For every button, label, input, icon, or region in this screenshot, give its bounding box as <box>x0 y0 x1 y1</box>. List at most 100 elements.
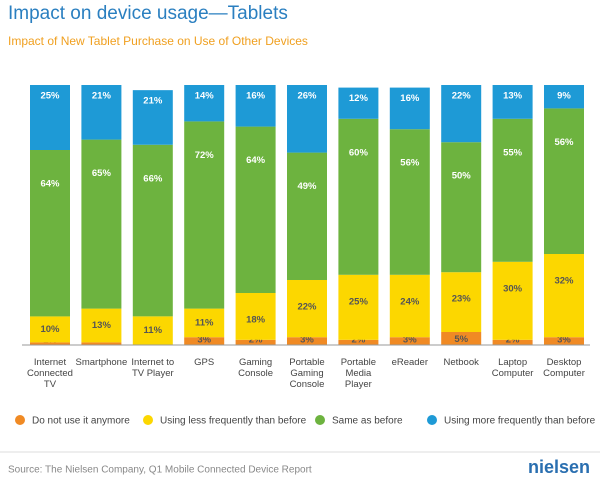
x-tick-label: Internet Connected TV <box>27 357 73 390</box>
value-label: 14% <box>195 91 215 102</box>
value-label: 10% <box>40 324 60 335</box>
bar-segment <box>287 152 327 280</box>
value-label: 16% <box>246 91 266 102</box>
bar-segment <box>132 90 173 145</box>
bar-segment <box>441 142 482 273</box>
bar-segment <box>389 87 430 130</box>
value-label: 66% <box>143 173 163 184</box>
value-label: 3% <box>197 335 211 346</box>
bar-segment <box>81 85 122 140</box>
value-label: 18% <box>246 315 266 326</box>
value-label: 3% <box>300 335 314 346</box>
x-tick-label: eReader <box>391 357 429 368</box>
value-label: 32% <box>554 276 574 287</box>
value-label: 56% <box>400 158 420 169</box>
value-label: 50% <box>452 171 472 182</box>
bar-segment <box>338 118 379 275</box>
legend-swatch <box>427 415 437 425</box>
chart-title: Impact on device usage—Tablets <box>8 3 288 24</box>
bar-segment <box>235 339 276 345</box>
value-label: 64% <box>246 155 266 166</box>
legend-swatch <box>15 415 25 425</box>
value-label: 22% <box>297 302 317 313</box>
bar-segment <box>287 85 327 153</box>
value-label: 3% <box>557 335 571 346</box>
value-label: 25% <box>40 91 60 102</box>
bar-segment <box>81 139 122 309</box>
bar-segment <box>544 337 584 345</box>
value-label: 13% <box>92 320 112 331</box>
value-label: 5% <box>454 334 468 345</box>
bar-segment <box>235 85 276 127</box>
value-label: 13% <box>503 91 523 102</box>
value-label: 72% <box>195 150 215 161</box>
bar-segment <box>544 85 584 109</box>
bar-segment <box>30 342 70 345</box>
value-label: 49% <box>297 181 317 192</box>
x-tick-label: Desktop Computer <box>543 357 585 379</box>
bar-segment <box>492 261 533 340</box>
bar-segment <box>389 337 430 345</box>
bar-segment <box>441 332 482 345</box>
bar-segment <box>389 274 430 338</box>
bar-segment <box>441 85 482 143</box>
value-label: 11% <box>144 325 163 336</box>
chart-subtitle: Impact of New Tablet Purchase on Use of … <box>8 34 308 48</box>
bar-segment <box>132 316 173 345</box>
bar-segment <box>184 121 225 309</box>
bar-segment <box>492 85 533 119</box>
value-label: 25% <box>349 296 369 307</box>
bar-segment <box>544 254 584 338</box>
bar-segment <box>338 87 379 119</box>
bar-segment <box>132 144 173 317</box>
value-label: 16% <box>400 93 420 104</box>
value-label: 64% <box>40 179 60 190</box>
value-label: 60% <box>349 147 369 158</box>
source: Source: The Nielsen Company, Q1 Mobile C… <box>8 465 312 476</box>
value-label: 9% <box>557 91 571 102</box>
value-label: 24% <box>400 296 420 307</box>
legend-label: Using more frequently than before <box>444 416 596 427</box>
bar-segment <box>30 150 70 317</box>
bar-segment <box>235 293 276 340</box>
bar-segment <box>30 85 70 150</box>
value-label: 65% <box>92 168 112 179</box>
x-tick-label: Gaming Console <box>238 357 274 379</box>
x-tick-label: GPS <box>194 357 215 368</box>
value-label: 12% <box>349 93 369 104</box>
x-tick-label: Netbook <box>443 357 479 368</box>
bar-segment <box>235 126 276 293</box>
value-label: 55% <box>503 147 523 158</box>
value-label: 2% <box>506 335 520 346</box>
value-label: 3% <box>403 335 417 346</box>
legend-label: Using less frequently than before <box>160 416 307 427</box>
value-label: 30% <box>503 283 523 294</box>
bar-segment <box>81 342 122 345</box>
legend-swatch <box>143 415 153 425</box>
bar-segment <box>389 129 430 275</box>
legend-label: Do not use it anymore <box>32 416 130 427</box>
value-label: 11% <box>195 317 214 328</box>
value-label: 21% <box>92 91 112 102</box>
x-tick-label: Laptop Computer <box>491 357 534 379</box>
bar-segment <box>287 280 327 338</box>
value-label: 23% <box>452 294 472 305</box>
value-label: 22% <box>452 91 472 102</box>
value-label: 2% <box>352 335 366 346</box>
logo: nielsen <box>528 457 590 477</box>
x-tick-label: Smartphone <box>75 357 128 368</box>
bar-segment <box>184 308 225 338</box>
bar-segment <box>544 108 584 255</box>
bar-segment <box>30 316 70 343</box>
bar-segment <box>287 337 327 345</box>
bar-segment <box>441 272 482 332</box>
x-tick-label: Portable Media Player <box>340 357 377 390</box>
bar-segment <box>492 118 533 262</box>
value-label: 26% <box>297 91 317 102</box>
bar-segment <box>338 274 379 340</box>
x-tick-label: Portable Gaming Console <box>289 357 325 390</box>
value-label: 21% <box>143 96 163 107</box>
bar-segment <box>81 308 122 343</box>
